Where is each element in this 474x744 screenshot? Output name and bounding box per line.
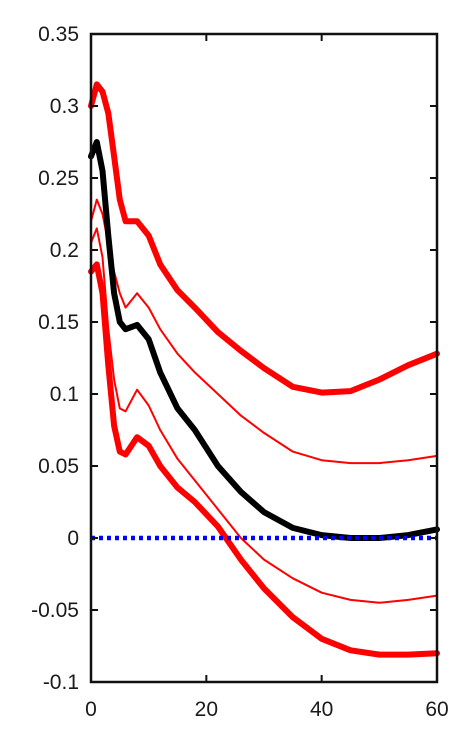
y-tick-label: 0.1 (50, 383, 79, 406)
y-tick-label: 0.2 (50, 239, 79, 262)
y-tick-labels: -0.1 -0.05 0 0.05 0.1 0.15 0.2 0.25 0.3 0.35 (31, 23, 79, 694)
y-tick-label: 0.35 (38, 23, 79, 46)
series-layer (88, 81, 440, 658)
x-tick-labels: 0 20 40 60 (85, 698, 449, 721)
series-lower-inner-band (90, 227, 438, 604)
tick-layer (90, 33, 438, 683)
y-tick-label: 0.25 (38, 167, 79, 190)
y-tick-label: 0.15 (38, 311, 79, 334)
x-tick-label: 20 (195, 698, 218, 721)
series-lower-outer-band (88, 261, 440, 658)
x-tick-label: 0 (85, 698, 97, 721)
y-tick-label: 0.3 (50, 95, 79, 118)
y-tick-label: -0.05 (31, 599, 79, 622)
series-upper-outer-band (88, 81, 440, 396)
x-tick-label: 60 (425, 698, 448, 721)
y-tick-label: 0.05 (38, 455, 79, 478)
y-tick-label: 0 (67, 527, 79, 550)
y-tick-label: -0.1 (43, 671, 79, 694)
plot-frame (89, 32, 439, 684)
x-tick-label: 40 (310, 698, 333, 721)
